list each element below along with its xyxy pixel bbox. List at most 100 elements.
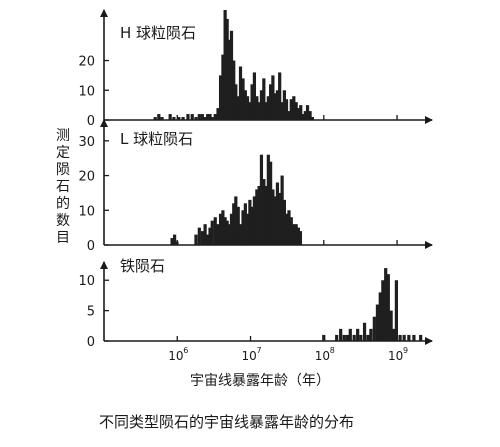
- histogram-bar: [269, 84, 273, 120]
- histogram-bar: [271, 75, 275, 120]
- histogram-bar: [278, 192, 282, 245]
- histogram-bar: [294, 102, 298, 120]
- histogram-bar: [298, 231, 303, 245]
- y-tick-label: 10: [78, 274, 95, 289]
- histogram-bar: [262, 78, 266, 120]
- histogram-bar: [308, 111, 312, 120]
- histogram-bar: [356, 328, 360, 341]
- histogram-bar: [381, 280, 385, 341]
- histogram-bar: [194, 117, 198, 120]
- histogram-bar: [282, 199, 286, 245]
- y-axis-label-char: 石: [56, 179, 70, 195]
- histogram-bar: [250, 84, 254, 120]
- y-axis-arrow: [100, 261, 108, 269]
- histogram-bar: [278, 72, 282, 120]
- histogram-bar: [282, 90, 286, 120]
- histogram-bar: [181, 117, 185, 120]
- y-axis-label-char: 定: [56, 145, 70, 161]
- y-tick-label: 0: [87, 239, 95, 254]
- histogram-bar: [243, 90, 247, 120]
- histogram-bar: [245, 213, 250, 245]
- histogram-bar: [208, 227, 212, 245]
- histogram-bar: [273, 93, 277, 120]
- histogram-bar: [386, 274, 390, 341]
- histogram-bar: [210, 117, 214, 120]
- histogram-bar: [175, 241, 179, 245]
- x-axis-arrow: [425, 116, 433, 124]
- histogram-bar: [301, 114, 305, 120]
- histogram-bar: [208, 114, 212, 120]
- histogram-bar: [221, 210, 225, 245]
- histogram-bar: [262, 179, 266, 245]
- histogram-bar: [296, 108, 300, 120]
- histogram-bar: [170, 238, 174, 245]
- x-tick-exponent: 6: [183, 346, 188, 355]
- histogram-bar: [322, 334, 326, 341]
- histogram-bar: [359, 334, 363, 341]
- histogram-bar: [250, 206, 254, 245]
- histogram-bar: [197, 227, 201, 245]
- histogram-bar: [280, 175, 284, 245]
- histogram-bar: [252, 72, 257, 120]
- histogram-bar: [216, 108, 220, 120]
- histogram-bar: [310, 117, 315, 120]
- histogram-bar: [348, 328, 352, 341]
- y-axis-arrow: [100, 9, 108, 17]
- histogram-bar: [362, 322, 367, 341]
- y-axis-label-char: 数: [56, 213, 70, 229]
- histogram-bar: [255, 189, 259, 245]
- histogram-bar: [245, 96, 250, 120]
- histogram-bar: [287, 210, 291, 245]
- histogram-bar: [238, 224, 243, 245]
- histogram-bar: [402, 334, 406, 341]
- histogram-bar: [299, 105, 303, 120]
- y-tick-label: 10: [78, 204, 95, 219]
- y-tick-label: 0: [87, 335, 95, 350]
- histogram-bar: [225, 18, 229, 121]
- panel-iron-meteorite: 铁陨石 0 5 10: [78, 257, 433, 350]
- histogram-bar: [259, 154, 264, 245]
- histogram-bar: [292, 224, 296, 245]
- histogram-bar: [257, 185, 261, 245]
- histogram-bar: [257, 102, 261, 120]
- histogram-bar: [342, 334, 346, 341]
- histogram-bar: [294, 224, 298, 245]
- histogram-bar: [384, 268, 388, 341]
- histogram-bar: [269, 161, 273, 245]
- histogram-bar: [223, 217, 227, 245]
- histogram-bar: [335, 334, 339, 341]
- histogram-bar: [248, 102, 252, 120]
- histogram-bar: [407, 334, 411, 341]
- histogram-bar: [194, 234, 198, 245]
- panel-title: 铁陨石: [120, 257, 165, 275]
- panel-title: L 球粒陨石: [120, 130, 193, 148]
- histogram-bar: [229, 213, 234, 245]
- histogram-bar: [177, 117, 181, 120]
- histogram-bar: [236, 206, 240, 245]
- y-tick-label: 10: [78, 84, 95, 99]
- histogram-bar: [241, 78, 245, 120]
- histogram-bar: [197, 114, 201, 120]
- histogram-bar: [243, 203, 247, 245]
- histogram-bar: [157, 114, 161, 120]
- x-tick-exponent: 8: [330, 346, 335, 355]
- histogram-bar: [172, 117, 176, 120]
- histogram-bar: [234, 84, 238, 120]
- histogram-bar: [168, 114, 172, 120]
- histogram-bar: [372, 316, 376, 341]
- histogram-bar: [173, 234, 177, 245]
- histogram-bar: [186, 114, 190, 120]
- x-tick-labels: 10 6 10 7 10 8 10 9: [168, 346, 408, 363]
- histogram-bar: [203, 117, 207, 120]
- x-axis-arrow: [425, 337, 433, 345]
- histogram-bar: [206, 114, 210, 120]
- histogram-bar: [375, 304, 380, 341]
- histogram-bar: [248, 199, 252, 245]
- histogram-bar: [225, 220, 229, 245]
- histogram-bar: [234, 196, 238, 245]
- histogram-bar: [218, 213, 223, 245]
- histogram-bar: [259, 90, 264, 120]
- y-axis-label-char: 的: [56, 196, 70, 212]
- histogram-bar: [412, 334, 416, 341]
- y-tick-label: 30: [78, 135, 95, 150]
